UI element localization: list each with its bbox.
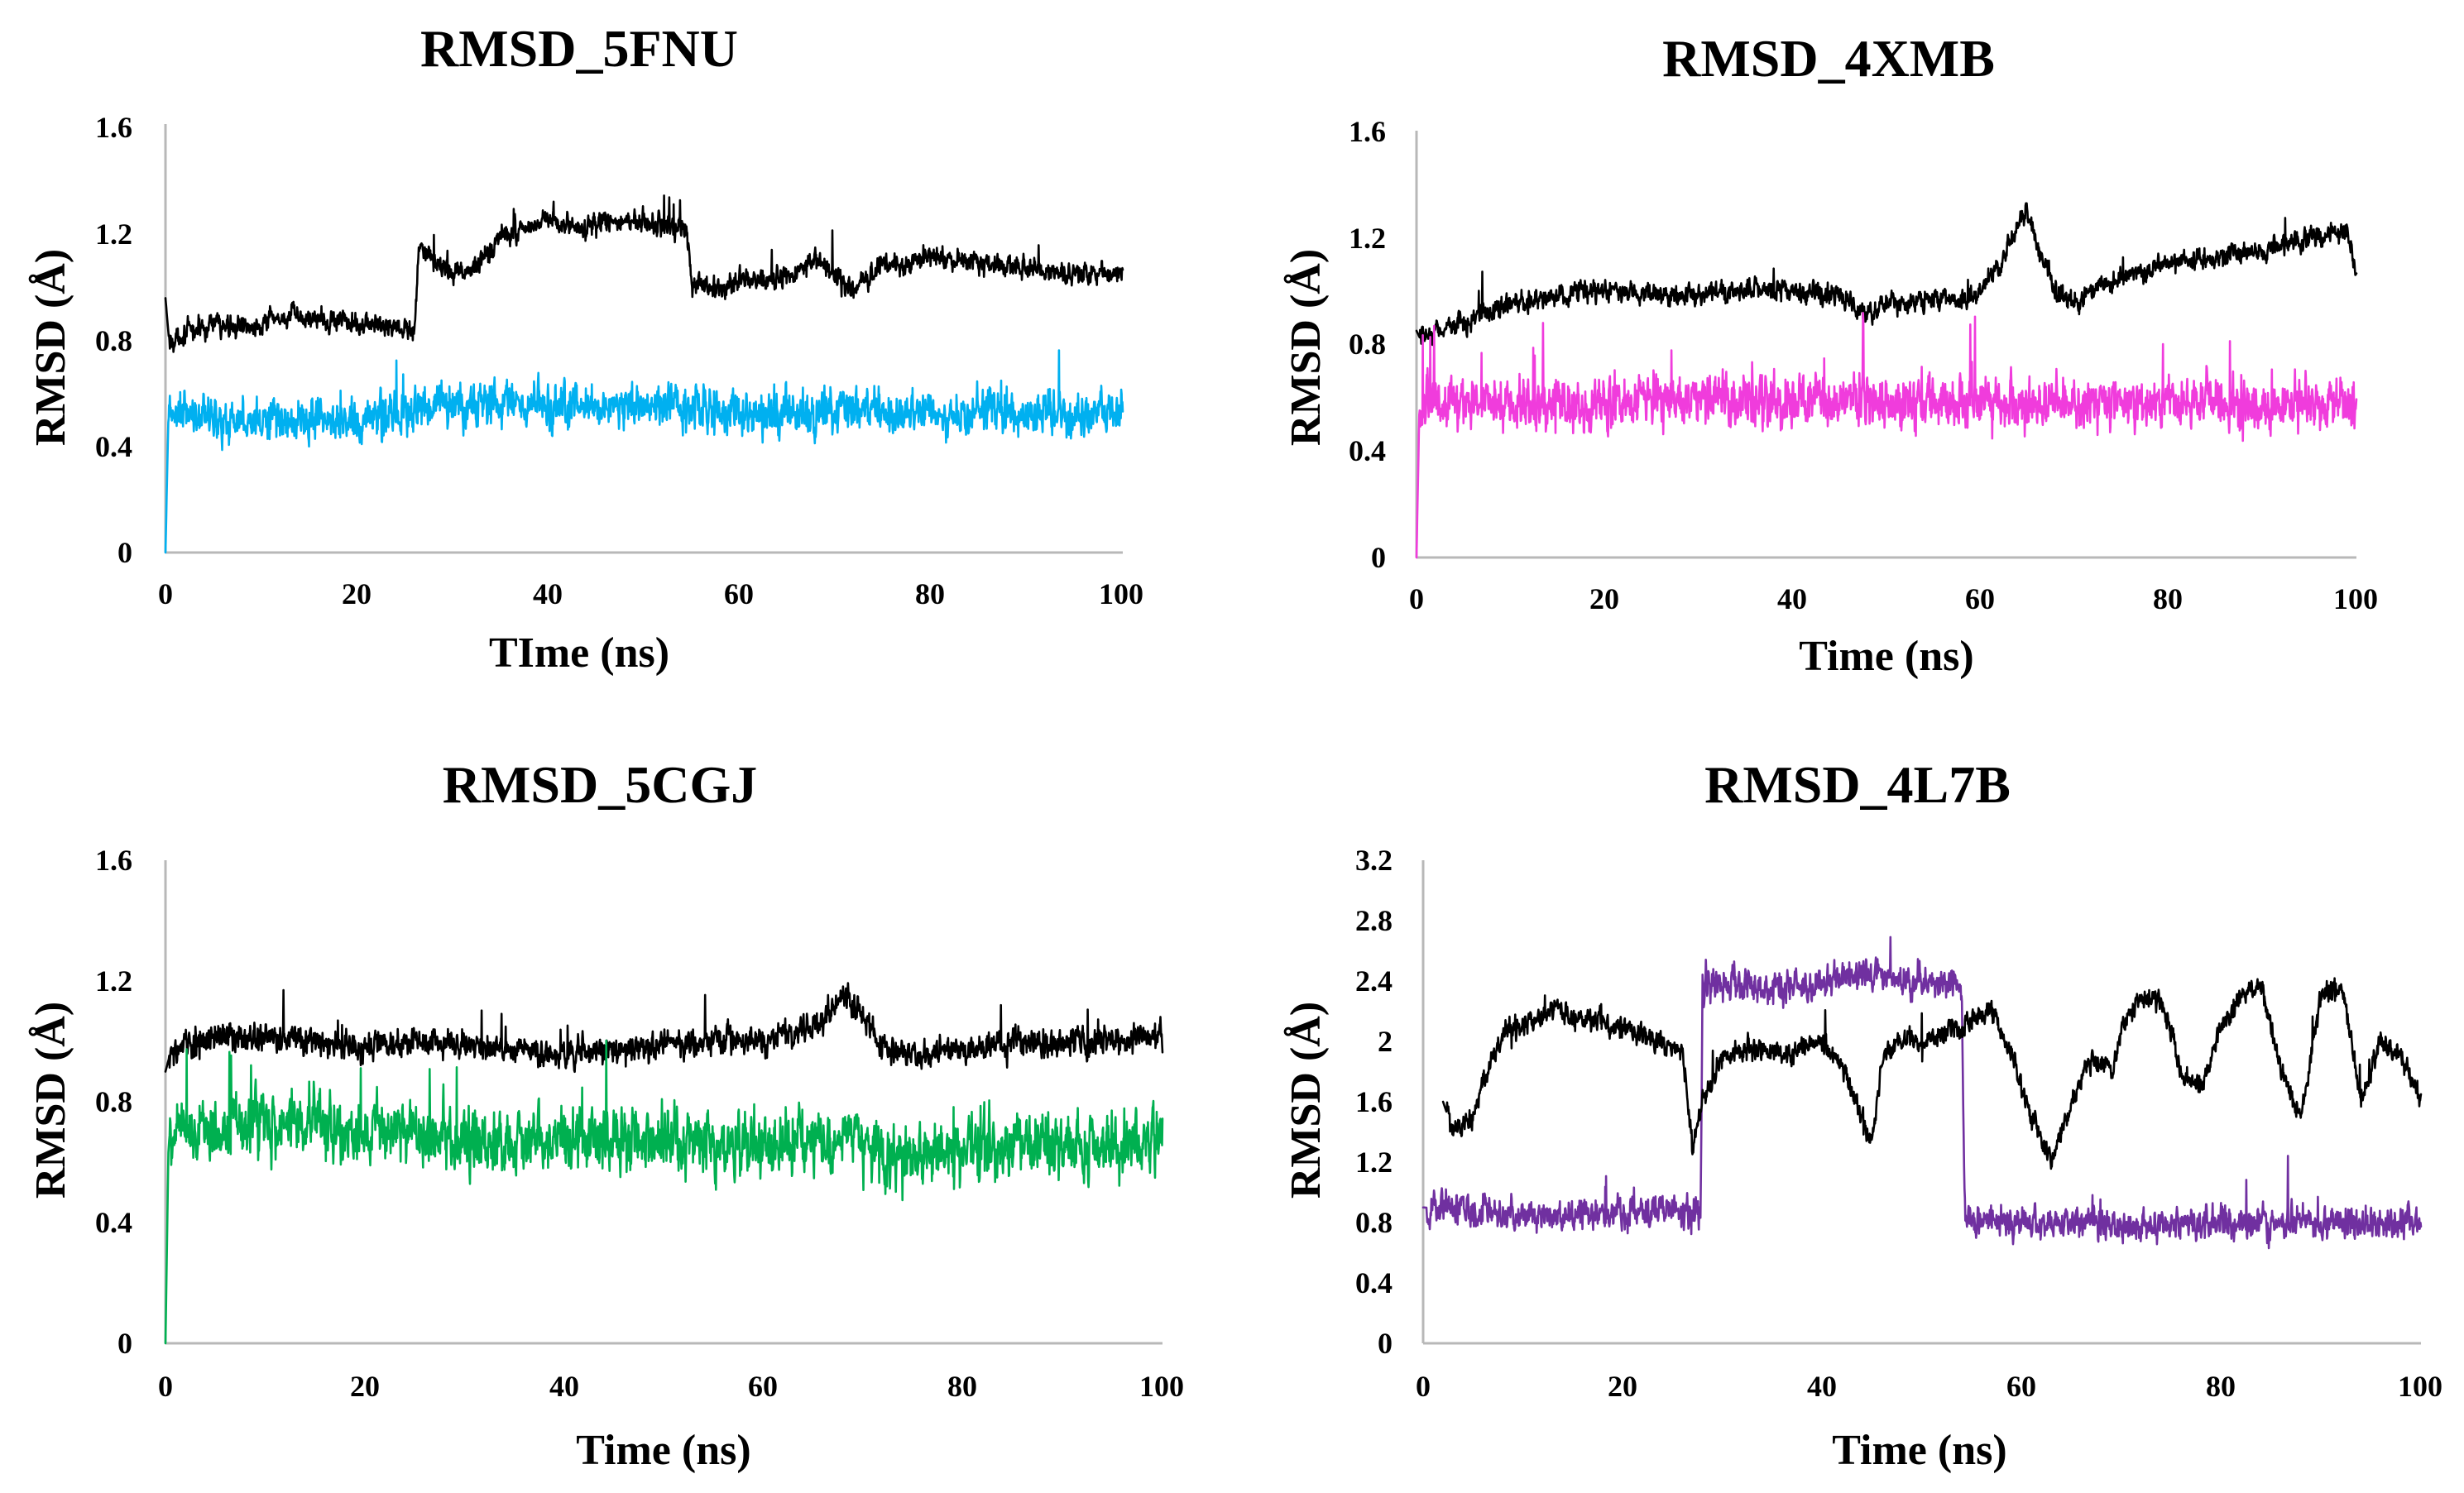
- x-tick-label: 100: [2398, 1370, 2442, 1403]
- x-axis-title: Time (ns): [576, 1427, 750, 1474]
- x-tick-labels: 0 20 40 60 80 100: [158, 577, 1143, 610]
- chart-panel-4xmb: RMSD_4XMB Time (ns) RMSD (Å) 0 0.4 0.8 1…: [1282, 29, 2378, 680]
- y-tick-label: 1.2: [95, 964, 132, 998]
- x-tick-label: 60: [2006, 1370, 2036, 1403]
- x-tick-label: 60: [724, 577, 754, 610]
- series-line-backbone: [1441, 977, 2423, 1170]
- y-tick-label: 1.2: [1349, 222, 1386, 255]
- y-tick-labels: 0 0.4 0.8 1.2 1.6: [95, 844, 132, 1360]
- x-tick-label: 0: [158, 577, 173, 610]
- chart-panel-4l7b: RMSD_4L7B Time (ns) RMSD (Å) 0 0.4 0.8 1…: [1282, 755, 2442, 1474]
- x-axis-title: Time (ns): [1832, 1427, 2006, 1474]
- chart-panel-5cgj: RMSD_5CGJ Time (ns) RMSD (Å) 0 0.4 0.8 1…: [27, 755, 1184, 1474]
- y-tick-label: 0.8: [95, 324, 132, 357]
- x-tick-label: 20: [1608, 1370, 1637, 1403]
- y-tick-label: 0: [117, 1327, 132, 1360]
- x-tick-label: 40: [549, 1370, 579, 1403]
- y-axis-title: RMSD (Å): [1282, 249, 1330, 446]
- y-axis-title: RMSD (Å): [1282, 1002, 1330, 1199]
- series-line-backbone: [164, 194, 1124, 353]
- x-tick-label: 0: [158, 1370, 173, 1403]
- y-tick-label: 1.2: [1355, 1146, 1393, 1179]
- x-tick-label: 0: [1416, 1370, 1431, 1403]
- chart-title: RMSD_4XMB: [1662, 29, 1995, 88]
- y-tick-label: 0: [1371, 541, 1386, 574]
- y-tick-label: 3.2: [1355, 844, 1393, 877]
- series-line-ligand: [164, 349, 1124, 554]
- y-tick-label: 0.4: [1349, 434, 1386, 467]
- y-tick-label: 0.8: [95, 1085, 132, 1118]
- series-line-ligand: [164, 1039, 1164, 1345]
- x-tick-label: 60: [1965, 582, 1995, 615]
- y-tick-label: 0.4: [1355, 1266, 1393, 1299]
- series-line-ligand: [1415, 312, 2358, 559]
- y-tick-label: 0: [117, 536, 132, 569]
- x-tick-label: 0: [1409, 582, 1424, 615]
- x-tick-label: 100: [2333, 582, 2378, 615]
- y-axis-title: RMSD (Å): [27, 249, 74, 446]
- y-tick-label: 1.6: [1355, 1085, 1393, 1118]
- x-tick-label: 80: [915, 577, 945, 610]
- y-tick-label: 0.4: [95, 1206, 132, 1239]
- x-tick-labels: 0 20 40 60 80 100: [1416, 1370, 2442, 1403]
- x-tick-labels: 0 20 40 60 80 100: [1409, 582, 2378, 615]
- chart-title: RMSD_5FNU: [420, 19, 738, 78]
- y-tick-label: 0.8: [1349, 328, 1386, 361]
- x-tick-label: 80: [2153, 582, 2183, 615]
- x-axis-title: TIme (ns): [489, 629, 669, 677]
- x-tick-label: 80: [2206, 1370, 2236, 1403]
- y-tick-label: 1.2: [95, 218, 132, 251]
- x-tick-label: 20: [350, 1370, 380, 1403]
- y-tick-label: 0.4: [95, 430, 132, 463]
- series-line-backbone: [164, 982, 1164, 1074]
- y-axis-title: RMSD (Å): [27, 1002, 74, 1199]
- x-tick-label: 60: [748, 1370, 778, 1403]
- y-tick-label: 2: [1378, 1025, 1393, 1058]
- x-tick-labels: 0 20 40 60 80 100: [158, 1370, 1184, 1403]
- y-tick-label: 2.8: [1355, 904, 1393, 937]
- y-tick-label: 1.6: [95, 111, 132, 144]
- series-line-backbone: [1415, 202, 2358, 347]
- x-tick-label: 20: [1589, 582, 1619, 615]
- chart-title: RMSD_5CGJ: [443, 755, 757, 814]
- y-tick-labels: 0 0.4 0.8 1.2 1.6: [1349, 115, 1386, 574]
- y-tick-label: 2.4: [1355, 964, 1393, 998]
- y-tick-label: 0.8: [1355, 1206, 1393, 1239]
- x-tick-label: 100: [1099, 577, 1143, 610]
- y-tick-labels: 0 0.4 0.8 1.2 1.6: [95, 111, 132, 569]
- y-tick-label: 1.6: [95, 844, 132, 877]
- y-tick-label: 1.6: [1349, 115, 1386, 148]
- x-tick-label: 40: [1807, 1370, 1837, 1403]
- series-line-ligand: [1421, 936, 2423, 1250]
- y-tick-labels: 0 0.4 0.8 1.2 1.6 2 2.4 2.8 3.2: [1355, 844, 1393, 1360]
- y-tick-label: 0: [1378, 1327, 1393, 1360]
- chart-panel-5fnu: RMSD_5FNU TIme (ns) RMSD (Å) 0 0.4 0.8 1…: [27, 19, 1143, 677]
- x-tick-label: 40: [533, 577, 563, 610]
- x-tick-label: 80: [947, 1370, 977, 1403]
- x-tick-label: 20: [342, 577, 372, 610]
- x-axis-title: Time (ns): [1799, 633, 1973, 680]
- x-tick-label: 40: [1777, 582, 1807, 615]
- x-tick-label: 100: [1139, 1370, 1184, 1403]
- chart-title: RMSD_4L7B: [1704, 755, 2011, 814]
